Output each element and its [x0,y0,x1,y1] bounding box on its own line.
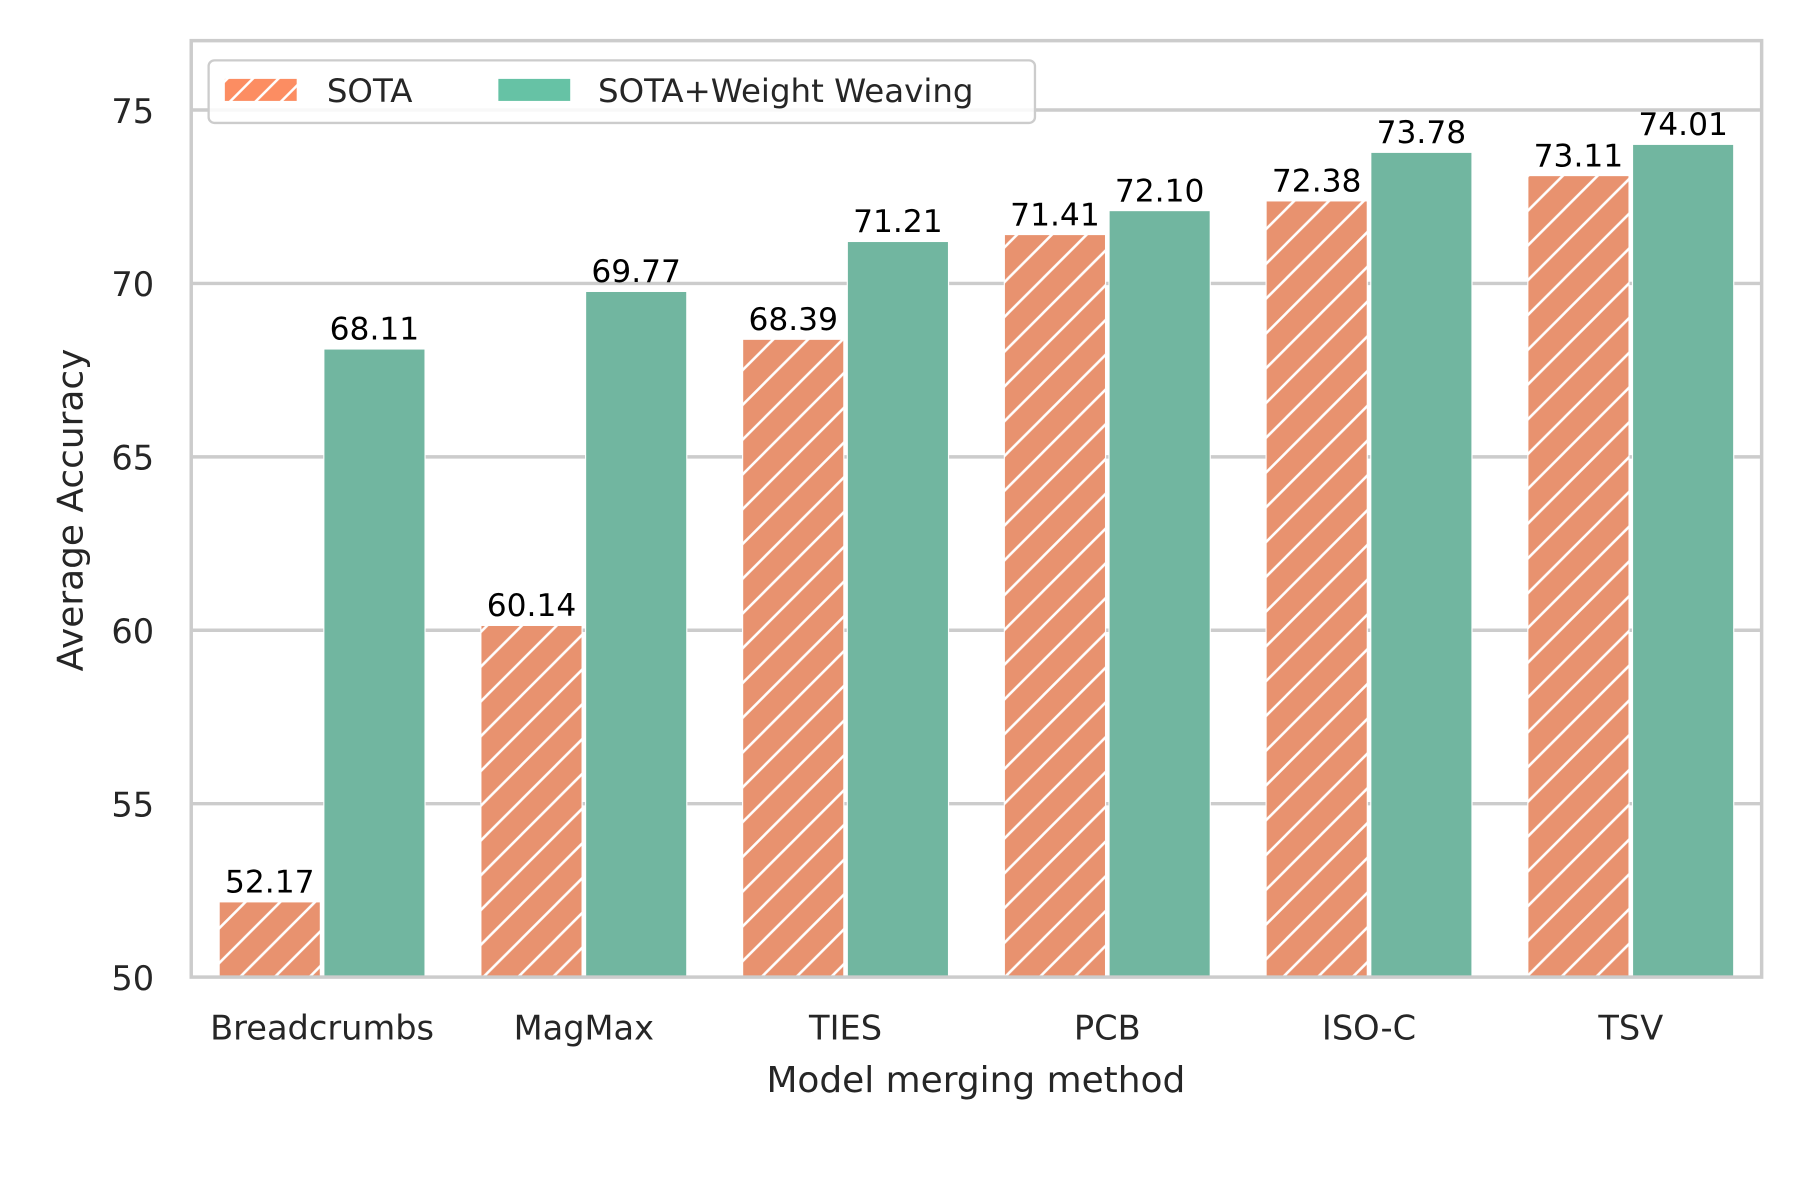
legend-frame [207,59,1037,125]
data-label: 60.14 [487,588,577,624]
data-labels: 52.17 68.11 60.14 69.77 68.39 71.21 71.41 72.10… [225,107,1728,900]
bar-weight-weaving [1108,210,1211,978]
bar-sota [480,624,583,978]
x-tick-label: ISO-C [1322,1009,1416,1048]
legend-swatch-sota [224,78,297,101]
legend-label-weight-weaving: SOTA+Weight Weaving [598,72,973,110]
data-label: 74.01 [1638,107,1728,143]
bar-sota [742,338,845,978]
x-tick-label: Breadcrumbs [210,1009,434,1048]
y-tick-label: 50 [111,959,154,998]
gridlines [191,108,1762,806]
data-label: 71.21 [853,204,943,240]
bar-weight-weaving [846,240,950,978]
data-label: 72.38 [1272,164,1362,200]
bar-weight-weaving [1631,143,1735,978]
data-label: 68.39 [748,302,838,338]
legend: SOTA SOTA+Weight Weaving [207,59,1037,125]
bars [218,143,1735,978]
legend-swatch-weight-weaving [498,78,571,101]
bar-weight-weaving [323,348,426,978]
bar-weight-weaving [584,290,688,978]
y-tick-label: 75 [111,92,154,131]
data-label: 73.78 [1377,115,1467,151]
x-tick-label: TSV [1597,1009,1663,1048]
y-axis-ticks: 50 55 60 65 70 75 [111,92,154,998]
y-tick-label: 55 [111,785,154,824]
data-label: 72.10 [1115,173,1205,209]
legend-label-sota: SOTA [327,72,413,110]
bar-sota [1265,200,1368,978]
y-tick-label: 65 [111,439,154,478]
data-label: 69.77 [591,254,681,290]
bar-weight-weaving [1370,151,1473,978]
bar-sota [1527,174,1630,978]
y-tick-label: 60 [111,612,154,651]
x-tick-label: MagMax [514,1009,654,1048]
bar-sota [1003,233,1107,978]
data-label: 68.11 [330,312,420,348]
data-label: 52.17 [225,865,315,901]
x-axis-ticks: Breadcrumbs MagMax TIES PCB ISO-C TSV [210,1009,1663,1048]
data-label: 71.41 [1010,197,1100,233]
y-tick-label: 70 [111,265,154,304]
x-tick-label: TIES [808,1009,882,1048]
plot-frame [189,38,1764,979]
y-axis-label: Average Accuracy [50,349,91,672]
data-label: 73.11 [1534,138,1624,174]
bar-sota [218,901,321,978]
x-axis-label: Model merging method [766,1060,1185,1101]
x-tick-label: PCB [1074,1009,1141,1048]
